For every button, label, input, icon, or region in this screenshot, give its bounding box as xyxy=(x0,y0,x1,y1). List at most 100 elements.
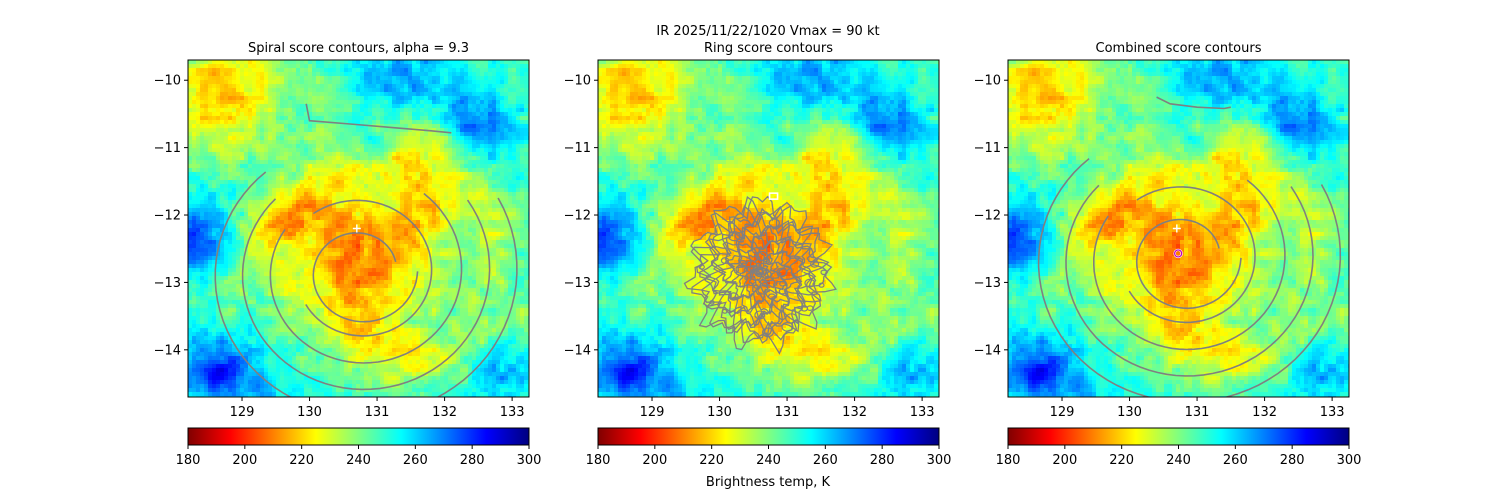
heatmap-cell xyxy=(384,276,388,280)
heatmap-cell xyxy=(260,344,264,348)
heatmap-cell xyxy=(324,328,328,332)
heatmap-cell xyxy=(276,148,280,152)
heatmap-cell xyxy=(344,104,348,108)
heatmap-cell xyxy=(348,72,352,76)
heatmap-cell xyxy=(376,228,380,232)
heatmap-cell xyxy=(412,60,416,64)
heatmap-cell xyxy=(332,240,336,244)
heatmap-cell xyxy=(344,340,348,344)
heatmap-cell xyxy=(332,88,336,92)
heatmap-cell xyxy=(272,312,276,316)
heatmap-cell xyxy=(360,216,364,220)
heatmap-cell xyxy=(416,292,420,296)
heatmap-cell xyxy=(324,264,328,268)
heatmap-cell xyxy=(272,288,276,292)
heatmap-cell xyxy=(348,292,352,296)
heatmap-cell xyxy=(312,108,316,112)
heatmap-cell xyxy=(212,316,216,320)
heatmap-cell xyxy=(336,380,340,384)
heatmap-cell xyxy=(276,156,280,160)
heatmap-cell xyxy=(400,220,404,224)
heatmap-cell xyxy=(380,384,384,388)
heatmap-cell xyxy=(296,84,300,88)
heatmap-cell xyxy=(344,260,348,264)
heatmap-cell xyxy=(364,380,368,384)
heatmap-cell xyxy=(188,168,192,172)
heatmap-cell xyxy=(324,72,328,76)
heatmap-cell xyxy=(248,372,252,376)
heatmap-cell xyxy=(292,92,296,96)
heatmap-cell xyxy=(368,244,372,248)
heatmap-cell xyxy=(232,304,236,308)
heatmap-cell xyxy=(400,196,404,200)
heatmap-cell xyxy=(188,356,192,360)
heatmap-cell xyxy=(204,232,208,236)
heatmap-cell xyxy=(320,260,324,264)
heatmap-cell xyxy=(340,220,344,224)
heatmap-cell xyxy=(284,120,288,124)
heatmap-cell xyxy=(312,244,316,248)
heatmap-cell xyxy=(388,264,392,268)
heatmap-cell xyxy=(192,340,196,344)
heatmap-cell xyxy=(272,240,276,244)
heatmap-cell xyxy=(336,100,340,104)
heatmap-cell xyxy=(344,152,348,156)
heatmap-cell xyxy=(248,288,252,292)
heatmap-cell xyxy=(348,160,352,164)
heatmap-cell xyxy=(404,60,408,64)
heatmap-cell xyxy=(280,312,284,316)
heatmap-cell xyxy=(344,384,348,388)
heatmap-cell xyxy=(244,112,248,116)
heatmap-cell xyxy=(416,208,420,212)
heatmap-cell xyxy=(364,216,368,220)
heatmap-cell xyxy=(372,300,376,304)
heatmap-cell xyxy=(412,256,416,260)
heatmap-cell xyxy=(412,144,416,148)
heatmap-cell xyxy=(232,368,236,372)
heatmap-cell xyxy=(312,340,316,344)
heatmap-cell xyxy=(376,336,380,340)
heatmap-cell xyxy=(300,388,304,392)
heatmap-cell xyxy=(356,236,360,240)
heatmap-cell xyxy=(388,96,392,100)
heatmap-cell xyxy=(392,364,396,368)
heatmap-cell xyxy=(272,216,276,220)
heatmap-cell xyxy=(204,172,208,176)
heatmap-cell xyxy=(340,328,344,332)
heatmap-cell xyxy=(396,340,400,344)
heatmap-cell xyxy=(380,308,384,312)
heatmap-cell xyxy=(256,336,260,340)
heatmap-cell xyxy=(416,280,420,284)
heatmap-cell xyxy=(268,84,272,88)
heatmap-cell xyxy=(400,348,404,352)
heatmap-cell xyxy=(272,164,276,168)
heatmap-cell xyxy=(220,96,224,100)
heatmap-cell xyxy=(332,224,336,228)
heatmap-cell xyxy=(192,92,196,96)
heatmap-cell xyxy=(292,164,296,168)
heatmap-cell xyxy=(284,300,288,304)
heatmap-cell xyxy=(264,116,268,120)
heatmap-cell xyxy=(196,268,200,272)
heatmap-cell xyxy=(284,356,288,360)
heatmap-cell xyxy=(232,392,236,396)
heatmap-cell xyxy=(364,204,368,208)
heatmap-cell xyxy=(316,164,320,168)
heatmap-cell xyxy=(304,236,308,240)
heatmap-cell xyxy=(356,64,360,68)
heatmap-cell xyxy=(192,140,196,144)
heatmap-cell xyxy=(316,192,320,196)
heatmap-cell xyxy=(280,200,284,204)
heatmap-cell xyxy=(272,320,276,324)
heatmap-cell xyxy=(244,376,248,380)
heatmap-cell xyxy=(408,120,412,124)
heatmap-cell xyxy=(260,284,264,288)
heatmap-cell xyxy=(204,344,208,348)
heatmap-cell xyxy=(284,384,288,388)
heatmap-cell xyxy=(256,260,260,264)
heatmap-cell xyxy=(384,248,388,252)
heatmap-cell xyxy=(348,92,352,96)
heatmap-cell xyxy=(372,328,376,332)
heatmap-cell xyxy=(344,68,348,72)
